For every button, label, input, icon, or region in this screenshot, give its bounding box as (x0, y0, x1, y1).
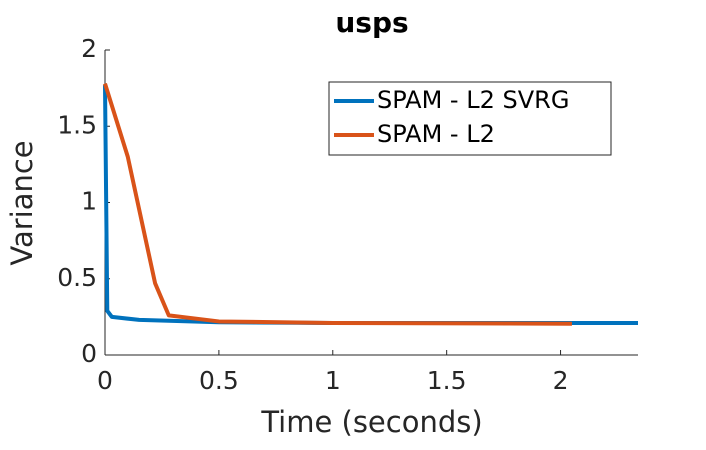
x-tick-label: 1 (325, 366, 341, 395)
y-tick-label: 1.5 (57, 110, 97, 139)
x-tick-label: 0.5 (199, 366, 239, 395)
y-tick-label: 1 (81, 187, 97, 216)
y-tick-label: 0 (81, 339, 97, 368)
y-axis-label: Variance (5, 140, 39, 265)
legend-label: SPAM - L2 (377, 120, 495, 148)
y-tick-label: 2 (81, 34, 97, 63)
x-tick-label: 2 (553, 366, 569, 395)
x-tick-label: 1.5 (427, 366, 467, 395)
x-tick-label: 0 (97, 366, 113, 395)
x-axis-label: Time (seconds) (260, 405, 482, 439)
legend-box (328, 81, 612, 156)
y-tick-label: 0.5 (57, 263, 97, 292)
chart-title: usps (335, 6, 408, 39)
legend-label: SPAM - L2 SVRG (377, 86, 569, 114)
data-line (103, 82, 572, 326)
